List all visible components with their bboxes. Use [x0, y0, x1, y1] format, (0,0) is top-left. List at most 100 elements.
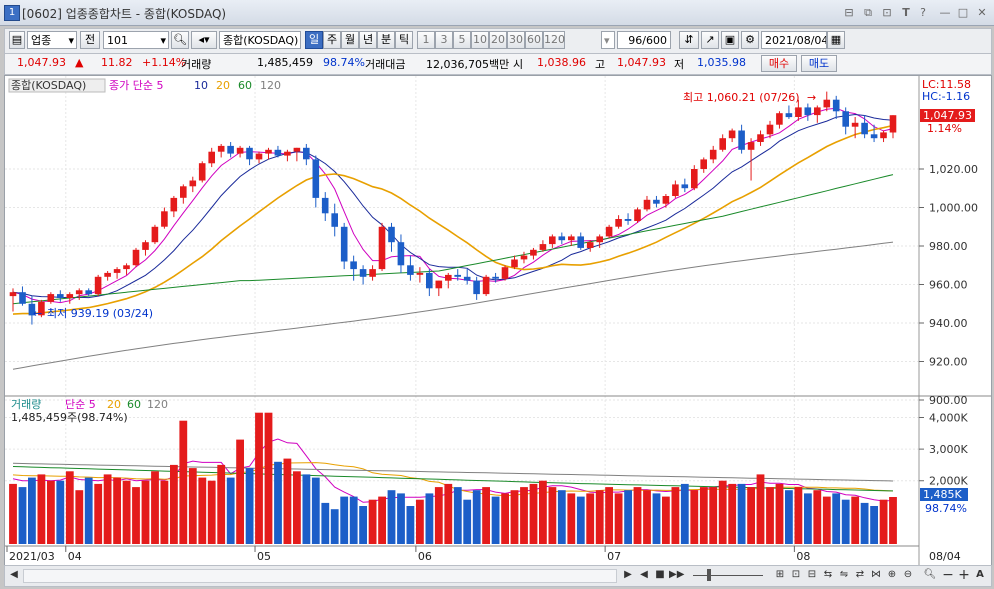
tool-icon-5[interactable]: ⇋ — [839, 569, 849, 580]
font-icon[interactable]: T — [902, 6, 910, 19]
step-forward-icon[interactable]: ▶▶ — [669, 569, 685, 580]
volume-bar — [557, 490, 566, 544]
candle-body — [482, 276, 490, 295]
volume-legend-ma60[interactable]: 60 — [127, 398, 141, 411]
candle-body — [776, 113, 783, 125]
code-value: 101 — [107, 34, 128, 47]
volume-bar — [274, 461, 282, 544]
save-screen-icon[interactable]: ⊡ — [882, 6, 892, 19]
y-tick-label: 1,020.00 — [929, 163, 978, 176]
play-left-icon[interactable]: ▶ — [624, 569, 632, 580]
candle-body — [823, 99, 831, 108]
zoom-in-icon[interactable]: + — [958, 567, 970, 583]
tool-icon-7[interactable]: ⋈ — [871, 569, 881, 580]
interval-button[interactable]: 5 — [453, 31, 471, 49]
tool-icon-9[interactable]: ⊖ — [903, 569, 913, 580]
scroll-track[interactable] — [23, 569, 617, 583]
volume-legend-ma120[interactable]: 120 — [147, 398, 168, 411]
chart-area[interactable]: 1,020.00 1,000.00 980.00 960.00 940.00 920.00… — [4, 75, 992, 569]
close-button[interactable]: ✕ — [977, 6, 987, 19]
interval-button[interactable]: 1 — [417, 31, 435, 49]
legend-symbol-box[interactable] — [8, 78, 106, 93]
interval-button[interactable]: 3 — [435, 31, 453, 49]
interval-button[interactable]: 20 — [489, 31, 507, 49]
interval-button[interactable]: 120 — [543, 31, 565, 49]
interval-button[interactable]: 10 — [471, 31, 489, 49]
volume-legend-title[interactable]: 거래량 — [11, 398, 41, 411]
market-select[interactable]: 업종 ▾ — [27, 31, 77, 49]
volume-bar — [75, 490, 84, 544]
tool-icon-6[interactable]: ⇄ — [855, 569, 865, 580]
zoom-slider-track[interactable] — [693, 575, 763, 576]
volume-bar — [84, 477, 93, 544]
tool-icon-2[interactable]: ⊡ — [791, 569, 801, 580]
volume-bar — [520, 487, 528, 544]
count-input[interactable]: 96/600 — [617, 31, 671, 49]
interval-button[interactable]: 30 — [507, 31, 525, 49]
volume-bar — [501, 493, 509, 544]
chart-canvas[interactable]: 1,020.00 1,000.00 980.00 960.00 940.00 920.00… — [5, 76, 991, 566]
prev-button[interactable]: 전 — [80, 31, 100, 49]
candle-body — [586, 242, 594, 248]
step-back-icon[interactable]: ◀ — [640, 569, 648, 580]
auto-scale-icon[interactable]: A — [976, 569, 984, 580]
tool-icon-4[interactable]: ⇆ — [823, 569, 833, 580]
volume-legend-ma20[interactable]: 20 — [107, 398, 121, 411]
volume-bar — [179, 420, 188, 544]
chart-tool-icon[interactable]: ⇵ — [679, 31, 699, 49]
candle-body — [359, 269, 367, 277]
help-icon[interactable]: ? — [920, 6, 926, 19]
scroll-left-icon[interactable]: ◀ — [10, 569, 18, 580]
interval-dropdown[interactable]: ▾ — [601, 31, 615, 49]
moving-averages — [12, 107, 894, 370]
tool-icon-8[interactable]: ⊕ — [887, 569, 897, 580]
search-icon[interactable]: 🔍︎ — [171, 31, 189, 49]
volume-value-label: 1,485,459주(98.74%) — [11, 411, 128, 424]
save-icon[interactable]: ▣ — [721, 31, 739, 49]
candle-body — [180, 186, 187, 198]
minimize-button[interactable]: — — [939, 6, 951, 19]
sell-button[interactable]: 매도 — [801, 55, 837, 72]
candle-body — [653, 199, 660, 204]
buy-button[interactable]: 매수 — [761, 55, 797, 72]
legend-ma-20[interactable]: 20 — [216, 79, 230, 92]
period-button[interactable]: 분 — [377, 31, 395, 49]
period-button[interactable]: 월 — [341, 31, 359, 49]
period-button[interactable]: 년 — [359, 31, 377, 49]
volume-bar — [652, 493, 661, 544]
stop-icon[interactable]: ■ — [655, 569, 665, 580]
candle-body — [369, 269, 376, 277]
speaker-icon[interactable]: ◂▾ — [191, 31, 217, 49]
link-icon[interactable]: ⊟ — [844, 6, 854, 19]
menu-icon[interactable]: ▤ — [9, 31, 25, 49]
volume-bar — [756, 474, 765, 544]
volume-bar — [879, 499, 888, 544]
legend-symbol[interactable]: 종합(KOSDAQ) — [11, 79, 86, 92]
draw-tool-icon[interactable]: ↗ — [701, 31, 719, 49]
candle-body — [445, 274, 452, 281]
candle-body — [681, 184, 689, 189]
period-button[interactable]: 일 — [305, 31, 323, 49]
legend-ma-60[interactable]: 60 — [238, 79, 252, 92]
volume-legend-ma[interactable]: 단순 5 — [65, 398, 96, 411]
copy-icon[interactable]: ⧉ — [864, 6, 872, 19]
tool-icon-1[interactable]: ⊞ — [775, 569, 785, 580]
date-input[interactable]: 2021/08/04 — [761, 31, 827, 49]
candle-body — [842, 111, 849, 127]
zoom-out-icon[interactable]: − — [942, 567, 954, 583]
zoom-icon[interactable]: 🔍︎ — [923, 569, 937, 580]
maximize-button[interactable]: □ — [957, 6, 969, 19]
tool-icon-3[interactable]: ⊟ — [807, 569, 817, 580]
legend-ma-120[interactable]: 120 — [260, 79, 281, 92]
code-input[interactable]: 101 ▾ — [103, 31, 169, 49]
legend-ma-10[interactable]: 10 — [194, 79, 208, 92]
calendar-icon[interactable]: ▦ — [827, 31, 845, 49]
interval-button[interactable]: 60 — [525, 31, 543, 49]
legend-ma-label[interactable]: 종가 단순 5 — [109, 79, 163, 92]
volume-bar — [406, 506, 415, 544]
period-button[interactable]: 주 — [323, 31, 341, 49]
settings-gear-icon[interactable]: ⚙ — [741, 31, 759, 49]
period-button[interactable]: 틱 — [395, 31, 413, 49]
zoom-slider-handle[interactable] — [707, 569, 711, 581]
candle-body — [511, 259, 518, 268]
